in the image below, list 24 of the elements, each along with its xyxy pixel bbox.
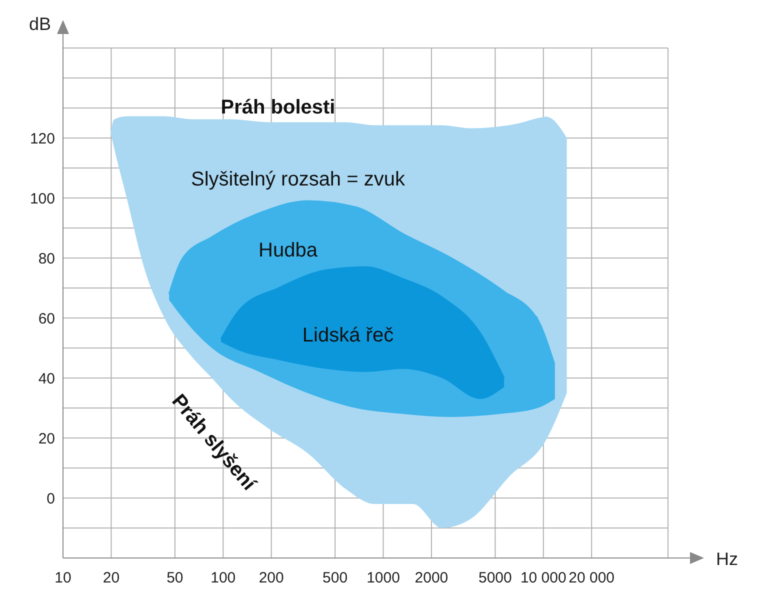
- annotation: Práh bolesti: [220, 96, 336, 118]
- y-tick-label: 80: [38, 250, 55, 268]
- x-tick-label: 500: [322, 570, 348, 587]
- y-tick-label: 120: [30, 130, 55, 148]
- y-tick-label: 20: [38, 430, 55, 448]
- y-tick-label: 100: [30, 190, 55, 208]
- annotation: Hudba: [258, 239, 318, 262]
- x-tick-label: 2000: [414, 570, 448, 587]
- x-tick-label: 1000: [366, 570, 400, 587]
- x-tick-label: 10 000: [520, 570, 566, 587]
- x-tick-label: 5000: [478, 570, 512, 587]
- y-tick-label: 40: [38, 370, 55, 388]
- x-tick-label: 20 000: [568, 570, 615, 587]
- x-axis-title: Hz: [716, 549, 738, 569]
- y-tick-label: 60: [38, 310, 55, 328]
- x-tick-label: 200: [258, 570, 284, 587]
- x-tick-label: 10: [54, 570, 72, 587]
- y-axis-title: dB: [28, 14, 51, 34]
- y-tick-label: 0: [46, 490, 55, 508]
- annotation: Lidská řeč: [302, 324, 394, 346]
- x-tick-label: 50: [166, 570, 184, 587]
- x-tick-label: 20: [102, 570, 120, 587]
- annotation: Slyšitelný rozsah = zvuk: [191, 168, 406, 190]
- x-tick-label: 100: [210, 570, 236, 587]
